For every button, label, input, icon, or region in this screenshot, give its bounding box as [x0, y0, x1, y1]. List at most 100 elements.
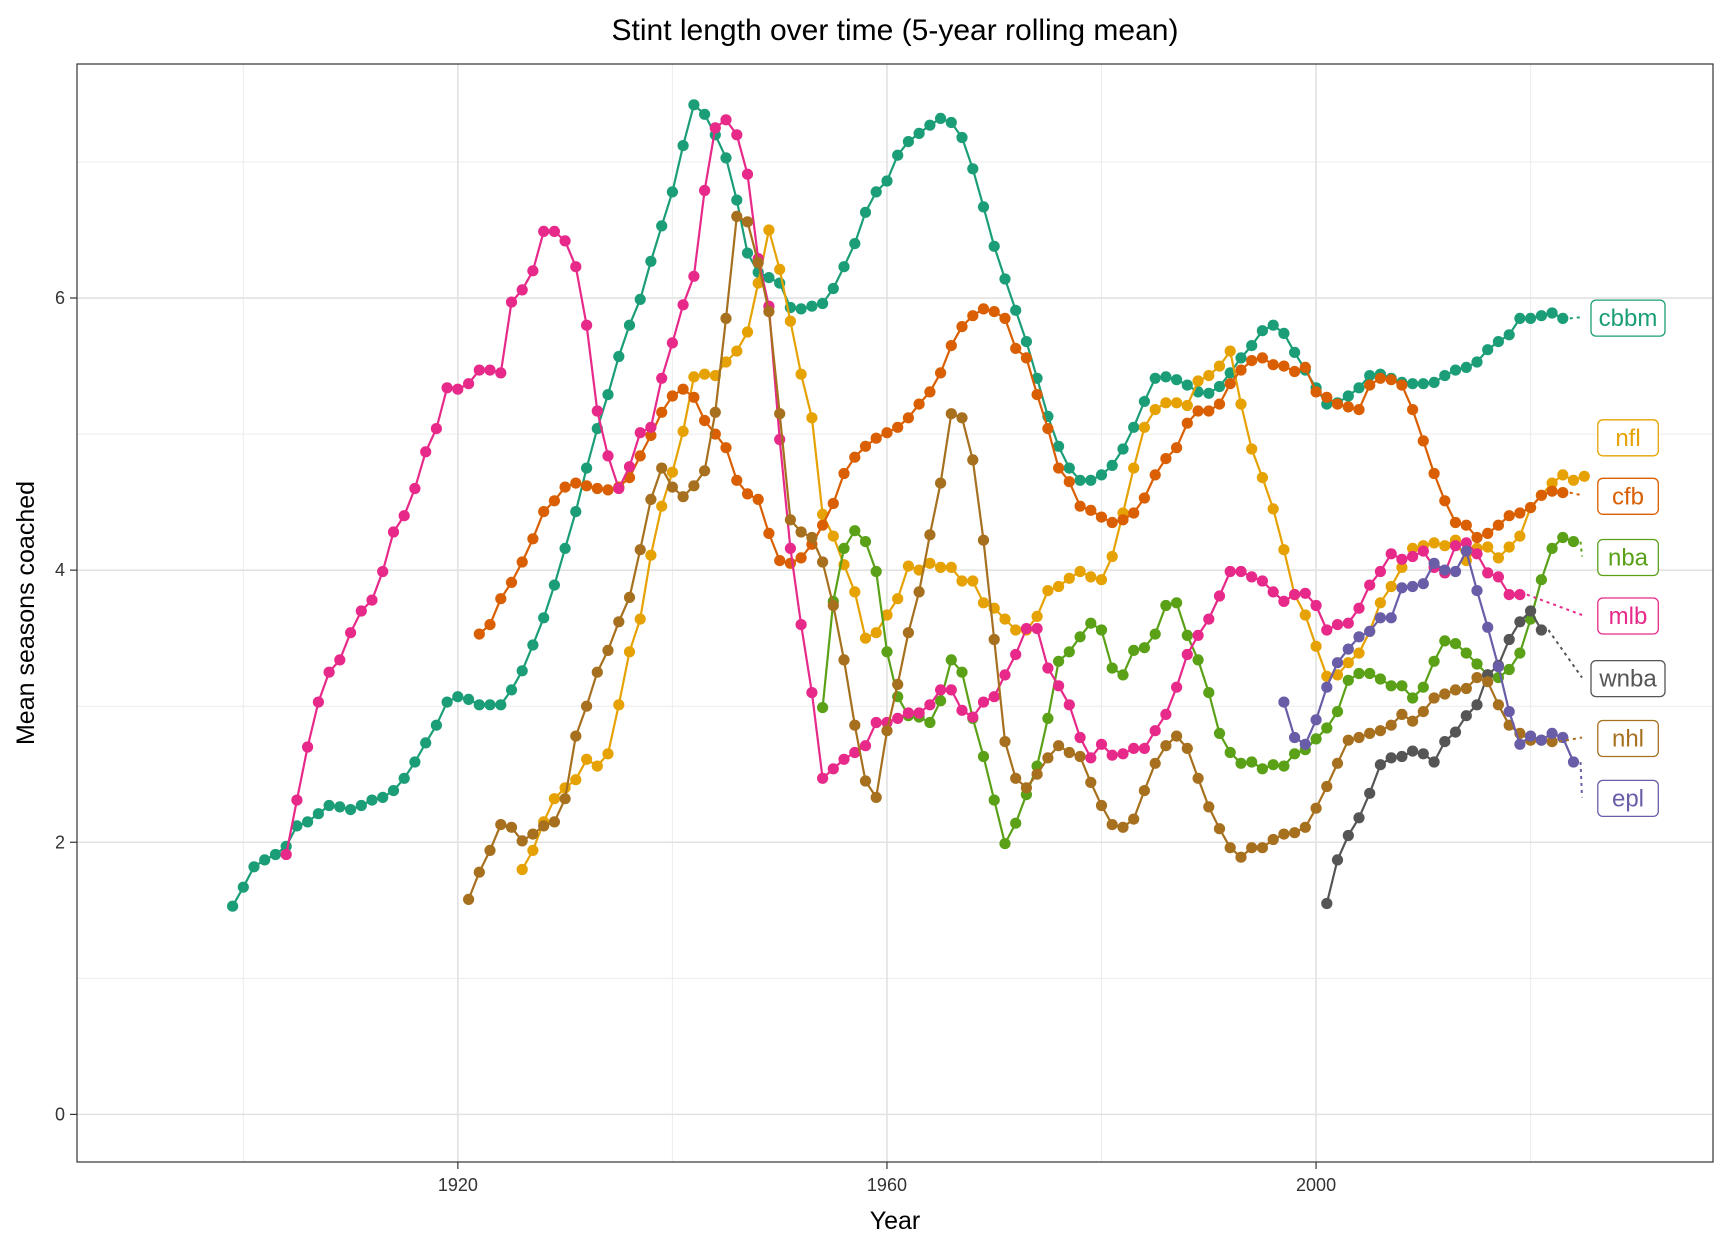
data-point-nfl — [1031, 610, 1043, 623]
series-label-wnba: wnba — [1547, 629, 1666, 698]
data-point-nfl — [720, 356, 732, 368]
series-label-box — [1597, 779, 1659, 818]
data-point-nfl — [1567, 474, 1580, 486]
data-point-mlb — [902, 707, 915, 719]
data-point-mlb — [870, 716, 882, 729]
data-point-cbbm — [312, 808, 324, 820]
data-point-nhl — [1074, 750, 1086, 763]
data-point-nhl — [1310, 802, 1322, 814]
data-point-cbbm — [441, 696, 453, 708]
data-point-nba — [1460, 647, 1472, 659]
data-point-cbbm — [1428, 376, 1440, 388]
data-point-mlb — [645, 421, 657, 433]
data-point-mlb — [430, 423, 442, 435]
data-point-wnba — [1331, 854, 1344, 866]
data-point-cfb — [1471, 531, 1483, 544]
data-point-nfl — [1095, 574, 1108, 586]
data-point-mlb — [924, 699, 936, 711]
data-point-mlb — [463, 378, 475, 390]
data-point-cfb — [1053, 462, 1065, 474]
data-point-mlb — [1203, 613, 1215, 625]
data-point-nhl — [795, 526, 807, 538]
data-point-nhl — [677, 491, 689, 503]
data-point-cbbm — [527, 639, 539, 651]
data-point-nfl — [559, 782, 571, 794]
data-point-cbbm — [1074, 474, 1086, 486]
data-point-cfb — [1503, 510, 1515, 522]
data-point-mlb — [473, 364, 485, 376]
data-point-nhl — [699, 465, 711, 477]
data-point-cbbm — [409, 756, 421, 768]
data-point-nba — [1546, 542, 1558, 555]
data-point-cbbm — [1256, 325, 1268, 337]
data-point-nhl — [763, 306, 775, 318]
data-point-cfb — [1095, 511, 1108, 523]
data-point-cfb — [666, 390, 679, 402]
data-point-nfl — [945, 561, 957, 574]
data-point-nfl — [1256, 472, 1268, 484]
data-point-nfl — [1310, 640, 1322, 652]
data-point-cfb — [1203, 405, 1215, 417]
data-point-nfl — [634, 613, 646, 625]
data-point-nhl — [741, 216, 754, 228]
data-point-nfl — [527, 844, 539, 857]
data-point-nba — [1063, 646, 1075, 658]
data-point-nfl — [1482, 541, 1494, 553]
series-label-box — [1597, 597, 1659, 635]
data-point-cbbm — [988, 240, 1000, 252]
data-point-nfl — [1181, 399, 1193, 412]
data-point-mlb — [720, 114, 732, 126]
data-point-nfl — [763, 224, 775, 236]
label-leader-mlb — [1526, 593, 1583, 616]
data-point-nfl — [859, 632, 872, 644]
data-point-nfl — [1160, 397, 1172, 409]
data-point-mlb — [1364, 579, 1376, 591]
data-point-cfb — [559, 481, 571, 493]
data-point-nfl — [1149, 404, 1161, 416]
data-point-nba — [1235, 757, 1247, 769]
data-point-cfb — [1439, 495, 1451, 507]
data-point-epl — [1482, 621, 1494, 633]
data-point-wnba — [1407, 745, 1419, 757]
data-point-cfb — [1181, 417, 1193, 429]
data-point-epl — [1492, 661, 1504, 673]
data-point-mlb — [366, 594, 378, 606]
data-point-cfb — [1235, 364, 1247, 376]
data-point-nfl — [1353, 647, 1365, 659]
data-point-mlb — [591, 405, 603, 417]
data-point-nfl — [1385, 580, 1397, 593]
data-point-cbbm — [1407, 378, 1419, 390]
data-point-cfb — [977, 303, 990, 315]
minor-gridlines — [77, 64, 1713, 1162]
data-point-mlb — [1396, 553, 1408, 565]
data-point-epl — [1396, 582, 1408, 594]
series-label-cfb: cfb — [1569, 477, 1659, 515]
data-point-cbbm — [1514, 312, 1526, 324]
series-nhl — [463, 210, 1558, 906]
data-point-nhl — [634, 544, 646, 556]
data-point-mlb — [409, 482, 421, 495]
data-point-cfb — [720, 442, 732, 454]
data-point-cbbm — [1010, 304, 1022, 316]
data-point-nba — [1213, 727, 1226, 740]
data-point-nfl — [1224, 345, 1236, 357]
data-point-mlb — [387, 526, 400, 538]
data-point-mlb — [1106, 749, 1118, 761]
data-point-cfb — [1289, 365, 1301, 378]
data-point-nba — [1085, 617, 1097, 629]
data-point-cfb — [634, 450, 646, 462]
data-point-nba — [1514, 647, 1526, 659]
data-point-cfb — [902, 412, 915, 424]
data-point-cfb — [548, 495, 561, 507]
data-point-cfb — [881, 427, 893, 439]
data-point-nhl — [1160, 740, 1172, 752]
data-point-nhl — [1299, 821, 1311, 833]
data-point-cfb — [1010, 342, 1022, 354]
data-point-nhl — [1020, 782, 1032, 794]
data-point-mlb — [913, 707, 925, 719]
data-point-nhl — [956, 412, 968, 424]
data-point-nfl — [1213, 360, 1226, 372]
data-point-cbbm — [1138, 395, 1150, 407]
data-point-wnba — [1460, 710, 1472, 722]
label-leader-nba — [1579, 541, 1583, 557]
